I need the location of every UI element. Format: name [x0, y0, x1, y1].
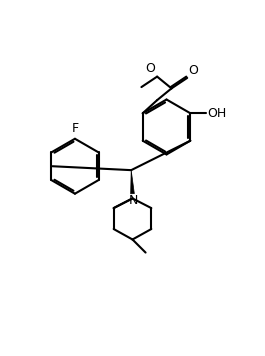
Polygon shape: [131, 170, 134, 194]
Text: F: F: [71, 122, 78, 135]
Text: OH: OH: [207, 107, 227, 120]
Text: O: O: [145, 62, 155, 75]
Text: O: O: [188, 64, 198, 77]
Text: N: N: [128, 194, 138, 207]
